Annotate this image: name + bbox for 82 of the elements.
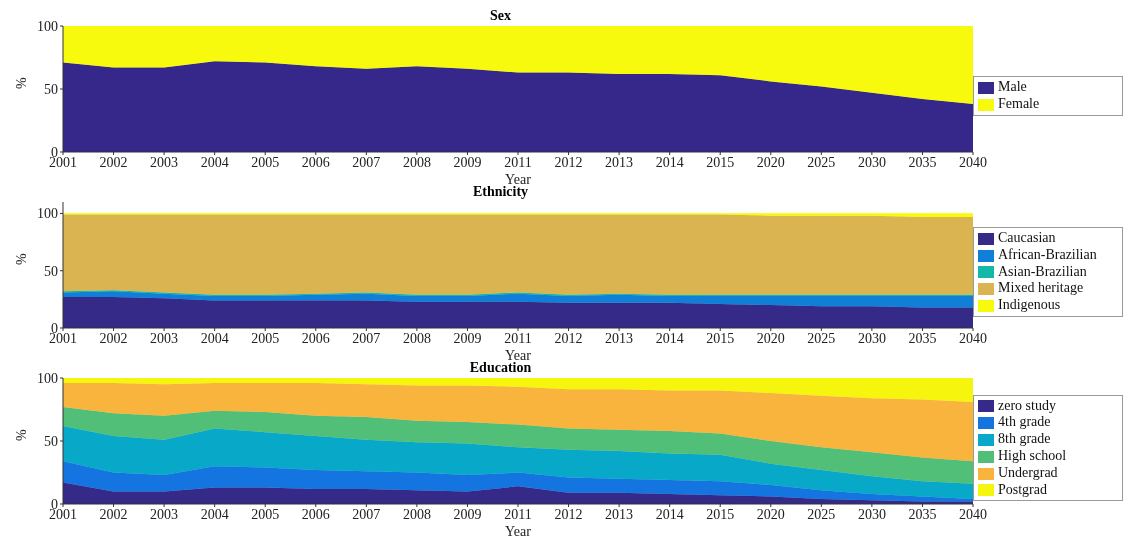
x-tick-label: 2013 <box>605 330 634 346</box>
chart-title: Education <box>469 360 532 375</box>
y-tick-label: 50 <box>44 433 58 449</box>
chart-title: Sex <box>490 8 511 23</box>
x-tick-label: 2003 <box>150 506 179 522</box>
x-tick-label: 2035 <box>908 330 937 346</box>
x-tick-label: 2011 <box>504 330 532 346</box>
legend-label: 4th grade <box>998 414 1051 430</box>
x-tick-label: 2002 <box>99 330 128 346</box>
y-tick-label: 50 <box>44 81 58 97</box>
legend-label: Caucasian <box>998 230 1056 246</box>
y-tick-label: 100 <box>37 18 58 34</box>
legend-label: Male <box>998 79 1027 95</box>
x-tick-label: 2014 <box>655 330 684 346</box>
legend-label: African-Brazilian <box>998 246 1097 262</box>
x-tick-label: 2020 <box>756 506 785 522</box>
y-axis-title: % <box>13 253 29 265</box>
x-tick-label: 2035 <box>908 506 937 522</box>
x-tick-label: 2013 <box>605 506 634 522</box>
x-tick-label: 2008 <box>402 506 431 522</box>
x-tick-label: 2012 <box>554 506 583 522</box>
x-tick-label: 2004 <box>200 506 229 522</box>
x-tick-label: 2003 <box>150 330 179 346</box>
x-tick-label: 2006 <box>301 506 330 522</box>
x-tick-label: 2007 <box>352 506 381 522</box>
x-tick-label: 2030 <box>857 330 886 346</box>
y-tick-label: 100 <box>37 370 58 386</box>
x-tick-label: 2006 <box>301 330 330 346</box>
x-tick-label: 2025 <box>807 330 836 346</box>
x-tick-label: 2025 <box>807 154 836 170</box>
x-tick-label: 2004 <box>200 154 229 170</box>
x-tick-label: 2007 <box>352 330 381 346</box>
y-axis-title: % <box>13 77 29 89</box>
legend-label: Undergrad <box>998 464 1058 480</box>
x-axis-title: Year <box>505 348 532 363</box>
x-axis-title: Year <box>505 524 532 538</box>
legend-label: 8th grade <box>998 431 1051 447</box>
x-tick-label: 2040 <box>959 154 987 170</box>
x-tick-label: 2020 <box>756 154 785 170</box>
x-tick-label: 2014 <box>655 154 684 170</box>
x-tick-label: 2008 <box>402 330 431 346</box>
x-tick-label: 2020 <box>756 330 785 346</box>
x-tick-label: 2006 <box>301 154 330 170</box>
x-tick-label: 2011 <box>504 506 532 522</box>
legend-label: Indigenous <box>998 297 1061 313</box>
x-tick-label: 2003 <box>150 154 179 170</box>
x-tick-label: 2035 <box>908 154 937 170</box>
x-tick-label: 2004 <box>200 330 229 346</box>
x-tick-label: 2025 <box>807 506 836 522</box>
x-tick-label: 2013 <box>605 154 634 170</box>
x-tick-label: 2012 <box>554 330 583 346</box>
x-tick-label: 2040 <box>959 506 987 522</box>
x-tick-label: 2040 <box>959 330 987 346</box>
x-tick-label: 2009 <box>453 506 482 522</box>
y-axis-title: % <box>13 429 29 441</box>
chart-title: Ethnicity <box>471 184 530 200</box>
legend-label: zero study <box>998 397 1056 413</box>
x-tick-label: 2005 <box>251 330 280 346</box>
x-tick-label: 2014 <box>655 506 684 522</box>
x-tick-label: 2015 <box>706 154 735 170</box>
legend-label: Female <box>998 96 1040 111</box>
x-tick-label: 2015 <box>706 330 735 346</box>
y-tick-label: 100 <box>37 206 58 222</box>
legend-label: High school <box>998 448 1067 463</box>
legend-label: Mixed heritage <box>998 280 1084 296</box>
legend-label: Postgrad <box>998 481 1047 497</box>
x-tick-label: 2002 <box>99 154 128 170</box>
x-tick-label: 2009 <box>453 154 482 170</box>
x-axis-title: Year <box>505 172 532 187</box>
x-tick-label: 2005 <box>251 506 280 522</box>
x-tick-label: 2030 <box>857 154 886 170</box>
x-tick-label: 2030 <box>857 506 886 522</box>
x-tick-label: 2005 <box>251 154 280 170</box>
x-tick-label: 2002 <box>99 506 128 522</box>
x-tick-label: 2012 <box>554 154 583 170</box>
x-tick-label: 2007 <box>352 154 381 170</box>
legend-label: Asian-Brazilian <box>998 263 1087 279</box>
x-tick-label: 2015 <box>706 506 735 522</box>
x-tick-label: 2009 <box>453 330 482 346</box>
x-tick-label: 2008 <box>402 154 431 170</box>
y-tick-label: 50 <box>44 263 58 279</box>
x-tick-label: 2011 <box>504 154 532 170</box>
